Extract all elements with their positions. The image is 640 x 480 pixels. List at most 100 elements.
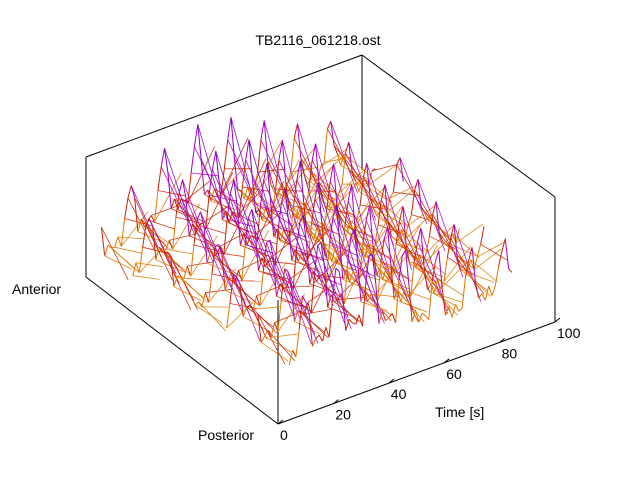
- surface-segment: [314, 198, 343, 265]
- surface-segment: [246, 306, 274, 328]
- surface-segment: [388, 313, 393, 318]
- surface-segment: [440, 280, 445, 289]
- surface-segment: [292, 350, 297, 358]
- surface-segment: [200, 158, 205, 195]
- surface-segment: [378, 311, 383, 325]
- surface-segment: [348, 142, 353, 172]
- surface-segment: [349, 220, 354, 232]
- surface-segment: [302, 214, 307, 243]
- surface-segment: [321, 221, 326, 257]
- surface-segment: [307, 223, 313, 260]
- surface-segment: [142, 225, 147, 248]
- surface-segment: [180, 276, 208, 303]
- surface-segment: [160, 166, 189, 223]
- surface-segment: [335, 267, 340, 272]
- surface-segment: [356, 187, 385, 220]
- surface-segment: [211, 151, 217, 170]
- surface-segment: [410, 262, 415, 296]
- surface-segment: [264, 335, 292, 353]
- surface-segment: [203, 189, 209, 195]
- surface-segment: [410, 189, 416, 215]
- surface-segment: [267, 160, 272, 185]
- surface-segment: [304, 302, 309, 315]
- surface-segment: [352, 271, 357, 277]
- surface-segment: [288, 219, 316, 284]
- surface-segment: [347, 184, 352, 202]
- surface-segment: [171, 208, 199, 222]
- surface-segment: [320, 148, 348, 168]
- surface-segment: [290, 284, 295, 322]
- surface-segment: [272, 256, 277, 297]
- surface-segment: [330, 294, 359, 323]
- surface-segment: [299, 214, 304, 223]
- surface-segment: [299, 160, 305, 202]
- surface-segment: [433, 279, 438, 294]
- surface-segment: [387, 221, 392, 237]
- surface-segment: [226, 303, 231, 329]
- surface-segment: [155, 247, 160, 260]
- surface-segment: [262, 219, 290, 230]
- surface-segment: [421, 312, 426, 317]
- surface-segment: [325, 219, 354, 282]
- surface-segment: [362, 163, 368, 178]
- surface-segment: [271, 333, 299, 338]
- surface-segment: [244, 217, 249, 245]
- surface-segment: [154, 190, 159, 223]
- surface-segment: [473, 248, 502, 271]
- surface-segment: [273, 228, 278, 237]
- surface-segment: [360, 289, 365, 303]
- chart-title: TB2116_061218.ost: [255, 32, 380, 48]
- surface-segment: [314, 182, 319, 199]
- surface-segment: [328, 300, 333, 338]
- surface-segment: [268, 260, 296, 265]
- surface-segment: [382, 266, 387, 281]
- surface-segment: [349, 281, 377, 294]
- surface-segment: [262, 242, 267, 273]
- surface-segment: [162, 248, 167, 253]
- surface-segment: [357, 261, 385, 324]
- surface-segment: [266, 242, 294, 316]
- surface-segment: [155, 259, 183, 272]
- surface-segment: [404, 289, 432, 301]
- surface-segment: [172, 217, 177, 250]
- surface-segment: [263, 120, 269, 161]
- surface-segment: [326, 121, 332, 129]
- surface-segment: [290, 138, 295, 173]
- surface-segment: [236, 205, 265, 270]
- surface-segment: [208, 273, 213, 303]
- surface-segment: [367, 243, 372, 255]
- surface-segment: [481, 293, 486, 301]
- surface-segment: [276, 283, 281, 297]
- surface-segment: [313, 227, 318, 241]
- x-tick-label: 20: [335, 407, 351, 423]
- surface-segment: [300, 311, 329, 338]
- surface-segment: [310, 260, 339, 314]
- surface-segment: [409, 261, 413, 264]
- surface-segment: [362, 243, 390, 259]
- surface-segment: [210, 188, 215, 202]
- surface-segment: [224, 278, 229, 291]
- surface-segment: [230, 179, 235, 194]
- surface-segment: [407, 205, 436, 227]
- surface-segment: [336, 153, 342, 166]
- surface-segment: [295, 205, 300, 218]
- surface-segment: [393, 191, 421, 197]
- surface-segment: [385, 316, 390, 322]
- surface-segment: [362, 220, 367, 244]
- surface-segment: [268, 256, 273, 262]
- surface-segment: [190, 244, 195, 277]
- surface-segment: [329, 217, 334, 243]
- surface-segment: [403, 289, 408, 297]
- surface-segment: [480, 243, 508, 261]
- surface-segment: [260, 341, 289, 362]
- surface-segment: [422, 253, 427, 265]
- surface-segment: [300, 157, 329, 200]
- surface-segment: [311, 143, 316, 161]
- surface-segment: [267, 330, 296, 362]
- surface-segment: [320, 242, 325, 267]
- surface-segment: [423, 266, 428, 290]
- surface-segment: [323, 265, 329, 308]
- surface-segment: [182, 179, 187, 199]
- surface-segment: [170, 255, 198, 310]
- surface-segment: [173, 275, 178, 287]
